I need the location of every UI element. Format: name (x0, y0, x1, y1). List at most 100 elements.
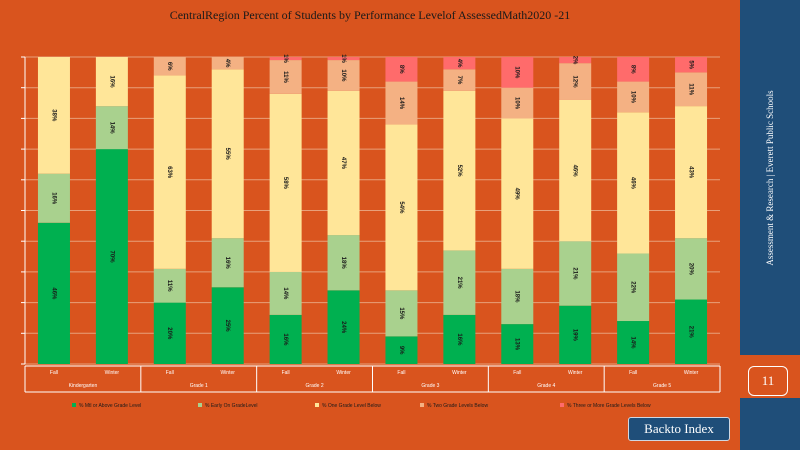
stacked-bar-chart: 46% 16% 38% 70% 14% 16% 20% 11% 63% 6% 25% 16% 55% 4%… (21, 54, 721, 409)
bar-segment (385, 290, 418, 337)
x-tick-label: Winter (220, 370, 235, 376)
bar-segment (617, 57, 650, 82)
legend-swatch (315, 403, 319, 407)
bar-segment (675, 72, 708, 107)
bar-segment (501, 57, 534, 88)
bar-segment (95, 149, 128, 364)
legend-label: % One Grade Level Below (322, 403, 381, 409)
legend-label: % Three or More Grade Levels Below (567, 403, 651, 409)
bar-segment (37, 222, 70, 364)
data-label: 11% (166, 280, 172, 292)
data-label: 25% (224, 320, 230, 333)
back-to-index-button[interactable]: Backto Index (628, 417, 730, 441)
data-label: 22% (630, 281, 636, 294)
legend-label: % Two Grade Levels Below (427, 403, 488, 409)
page-number: 11 (748, 366, 788, 396)
group-label: Kindergarten (69, 383, 98, 389)
bar-segment (443, 57, 476, 70)
bar-segment (559, 63, 592, 100)
data-label: 43% (687, 166, 693, 179)
sidebar-label: Assessment & Research | Everett Public S… (765, 90, 775, 266)
data-label: 63% (166, 166, 172, 179)
legend-swatch (560, 403, 564, 407)
data-label: 16% (108, 76, 114, 89)
data-label: 58% (282, 177, 288, 190)
group-label: Grade 2 (306, 383, 324, 389)
data-label: 14% (398, 97, 404, 110)
legend-swatch (198, 403, 202, 407)
bar-segment (37, 57, 70, 174)
data-label: 18% (514, 290, 520, 303)
bar-segment (675, 106, 708, 239)
data-label: 14% (108, 122, 114, 135)
bar-segment (443, 90, 476, 251)
sidebar-footer (740, 398, 800, 450)
bar-segment (211, 287, 244, 364)
data-label: 8% (630, 65, 636, 74)
data-label: 21% (456, 277, 462, 290)
data-label: 14% (282, 287, 288, 300)
data-label: 38% (50, 109, 56, 122)
bar-segment (559, 99, 592, 242)
data-label: 16% (456, 333, 462, 346)
bar-segment (327, 235, 360, 291)
data-label: 55% (224, 148, 230, 161)
legend-swatch (72, 403, 76, 407)
bar-segment (269, 93, 302, 272)
bar-segment (501, 268, 534, 325)
data-label: 4% (456, 59, 462, 68)
x-tick-label: Fall (50, 370, 58, 376)
bar-segment (153, 268, 186, 303)
x-tick-label: Fall (513, 370, 521, 376)
data-label: 10% (514, 97, 520, 110)
data-label: 18% (340, 257, 346, 270)
bar-segment (501, 324, 534, 364)
bar-segment (385, 57, 418, 82)
bar-segment (385, 336, 418, 364)
group-label: Grade 4 (537, 383, 555, 389)
data-label: 16% (50, 192, 56, 205)
group-label: Grade 5 (653, 383, 671, 389)
bar-segment (211, 57, 244, 70)
data-label: 20% (687, 263, 693, 276)
data-label: 13% (514, 338, 520, 351)
data-label: 12% (572, 76, 578, 89)
data-label: 24% (340, 321, 346, 334)
data-label: 21% (572, 267, 578, 280)
data-label: 8% (398, 65, 404, 74)
bar-segment (211, 69, 244, 239)
bar-segment (443, 314, 476, 364)
data-label: 49% (514, 188, 520, 201)
data-label: 46% (50, 287, 56, 300)
bar-segment (269, 57, 302, 61)
data-label: 4% (224, 59, 230, 68)
bar-segment (327, 57, 360, 61)
legend-label: % Mtl or Above Grade Level (79, 403, 141, 409)
bar-segment (559, 241, 592, 306)
group-label: Grade 1 (190, 383, 208, 389)
group-label: Grade 3 (421, 383, 439, 389)
bar-segment (95, 57, 128, 107)
data-label: 5% (687, 60, 693, 69)
bar-segment (269, 314, 302, 364)
data-label: 54% (398, 201, 404, 214)
data-label: 16% (282, 333, 288, 346)
data-label: 46% (630, 177, 636, 190)
data-label: 7% (456, 76, 462, 85)
data-label: 10% (514, 66, 520, 79)
bar-segment (153, 75, 186, 269)
data-label: 52% (456, 165, 462, 178)
data-label: 6% (166, 62, 172, 71)
data-label: 2% (572, 56, 578, 65)
bar-segment (37, 173, 70, 223)
data-label: 10% (630, 91, 636, 104)
bar-segment (443, 69, 476, 91)
x-tick-label: Fall (629, 370, 637, 376)
sidebar (740, 0, 800, 355)
bar-segment (327, 290, 360, 364)
bar-segment (675, 57, 708, 73)
legend-swatch (420, 403, 424, 407)
bar-segment (95, 106, 128, 150)
data-label: 1% (282, 54, 288, 63)
